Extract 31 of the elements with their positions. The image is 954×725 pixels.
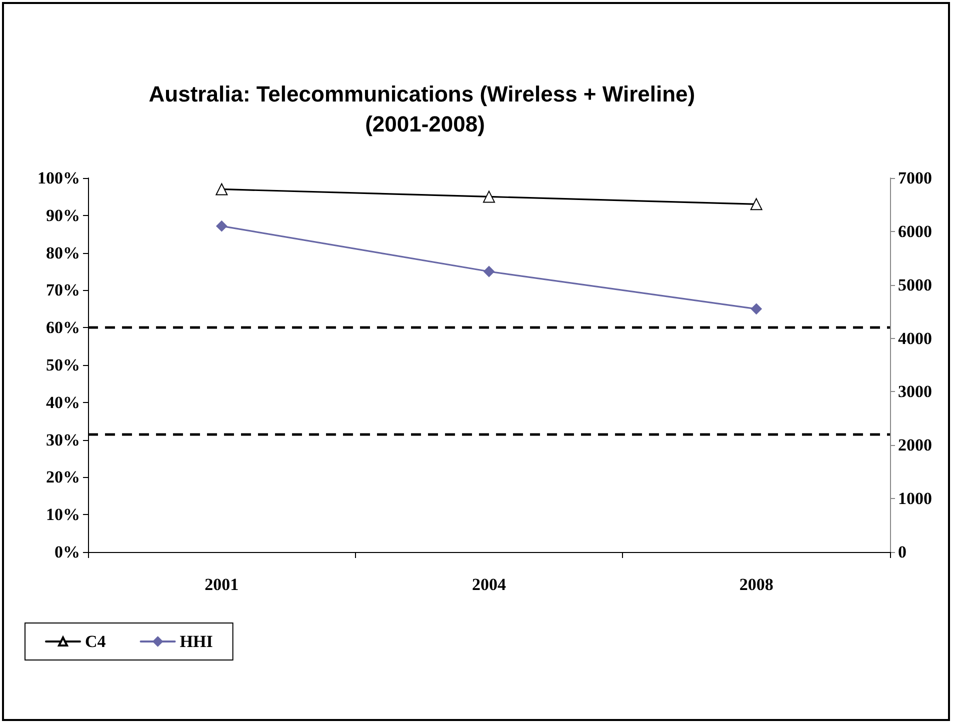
y2-tick-label: 3000 <box>898 382 932 402</box>
x-tick-label: 2008 <box>739 575 774 594</box>
x-tick-label: 2004 <box>472 575 506 594</box>
x-tick-label: 2001 <box>204 575 239 594</box>
y-tick-label: 60% <box>46 318 80 338</box>
y-tick-label: 30% <box>46 430 80 450</box>
point <box>750 198 762 210</box>
y2-tick-label: 5000 <box>898 275 932 294</box>
y2-tick-label: 2000 <box>898 436 932 455</box>
y-tick-label: 50% <box>46 356 80 374</box>
y2-tick-label: 0 <box>898 542 906 562</box>
y2-tick-label: 6000 <box>898 222 932 241</box>
y-tick-label: 100% <box>38 168 80 188</box>
legend-label: HHI <box>180 632 214 651</box>
y2-tick-label: 1000 <box>898 489 932 508</box>
point <box>750 303 762 314</box>
point <box>484 266 494 277</box>
chart-title: Australia: Telecommunications (Wireless + Wireline) (2001-2008) <box>148 82 702 136</box>
y-tick-label: 70% <box>46 280 80 300</box>
legend-label: C4 <box>85 632 106 651</box>
y-tick-label: 80% <box>46 243 80 262</box>
y-tick-label: 90% <box>46 206 80 225</box>
y-tick-label: 0% <box>54 542 80 562</box>
y2-tick-label: 4000 <box>898 328 932 348</box>
point <box>216 183 228 196</box>
y-tick-label: 10% <box>46 505 80 524</box>
y-tick-label: 20% <box>46 468 80 487</box>
y-tick-label: 40% <box>46 392 80 412</box>
y2-tick-label: 7000 <box>898 168 932 188</box>
point <box>483 190 495 203</box>
point <box>216 220 228 232</box>
